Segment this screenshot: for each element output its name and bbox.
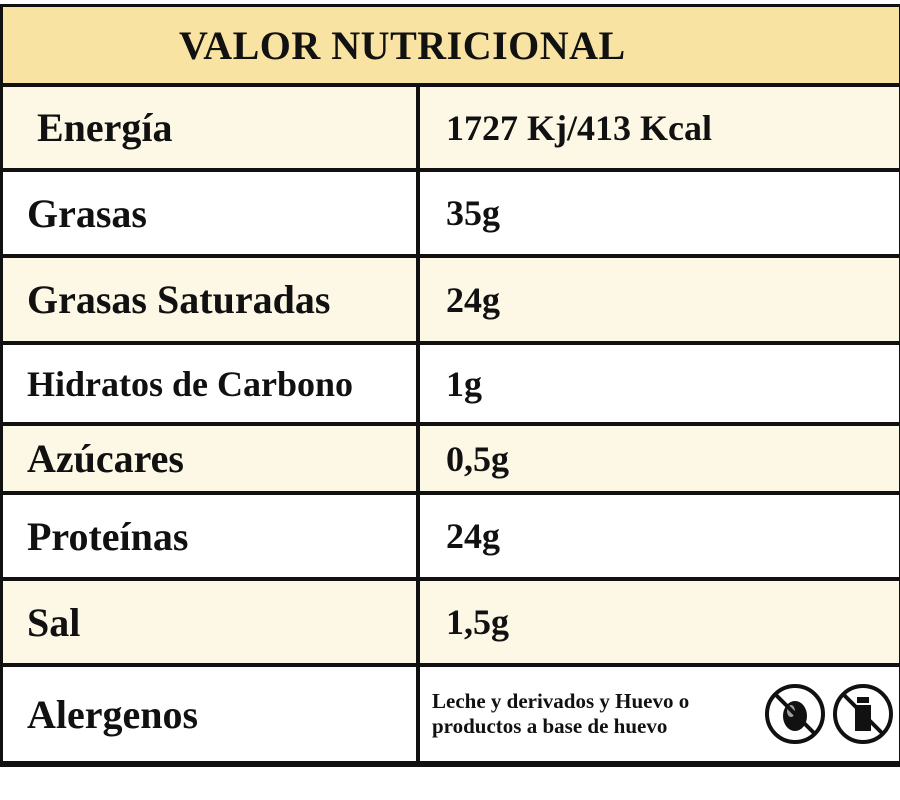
no-milk-icon <box>833 684 893 744</box>
row-value: 1727 Kj/413 Kcal <box>446 107 712 148</box>
row-label: Grasas Saturadas <box>3 258 420 341</box>
row-value: 1g <box>446 363 482 404</box>
no-egg-icon <box>765 684 825 744</box>
row-value: 0,5g <box>446 438 509 479</box>
row-value: 1,5g <box>446 602 509 642</box>
row-label: Proteínas <box>3 495 420 577</box>
table-row: Grasas 35g <box>3 172 899 258</box>
table-title: VALOR NUTRICIONAL <box>179 22 626 68</box>
nutrition-table: VALOR NUTRICIONAL Energía 1727 Kj/413 Kc… <box>0 4 900 767</box>
row-label: Sal <box>3 581 420 663</box>
row-label: Hidratos de Carbono <box>3 345 420 422</box>
table-row: Alergenos Leche y derivados y Huevo o pr… <box>3 667 899 764</box>
table-row: Sal 1,5g <box>3 581 899 667</box>
table-row: Energía 1727 Kj/413 Kcal <box>3 87 899 172</box>
table-row: Hidratos de Carbono 1g <box>3 345 899 426</box>
row-value: 24g <box>446 516 500 556</box>
row-label: Grasas <box>3 172 420 254</box>
row-label: Energía <box>3 87 420 168</box>
table-row: Grasas Saturadas 24g <box>3 258 899 345</box>
table-row: Azúcares 0,5g <box>3 426 899 495</box>
table-header: VALOR NUTRICIONAL <box>3 7 899 87</box>
table-row: Proteínas 24g <box>3 495 899 581</box>
row-value: 35g <box>446 193 500 233</box>
row-value: 24g <box>446 279 500 320</box>
row-label: Azúcares <box>3 426 420 491</box>
row-value: Leche y derivados y Huevo o productos a … <box>420 667 899 761</box>
allergen-icons <box>764 683 894 745</box>
allergen-text: Leche y derivados y Huevo o productos a … <box>432 689 690 738</box>
row-label: Alergenos <box>3 667 420 761</box>
